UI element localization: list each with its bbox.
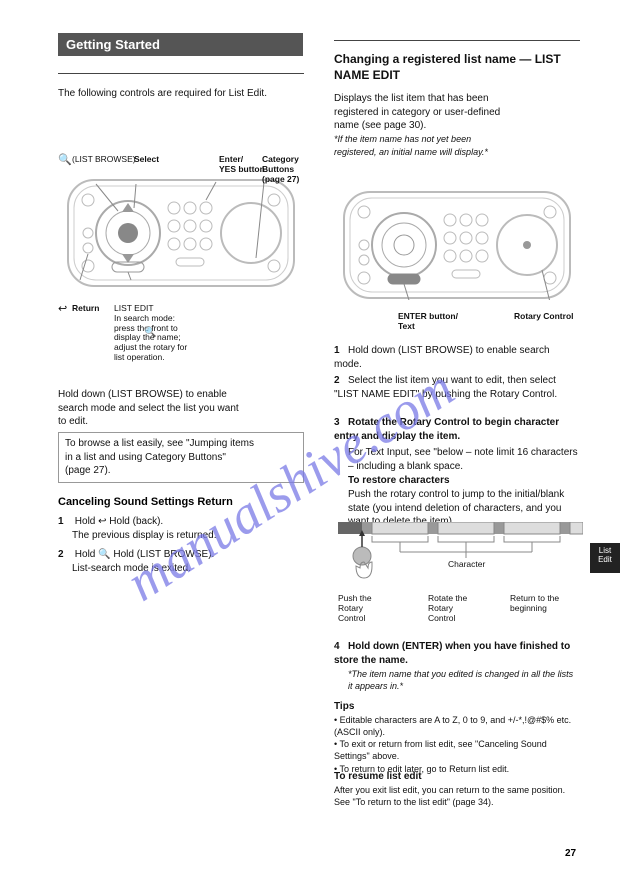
- rs1: Hold down (LIST BROWSE) to enable search…: [334, 345, 550, 370]
- cancel-step-1: 1 Hold ↩ Hold (back). The previous displ…: [58, 515, 304, 542]
- ri-0: Displays the list item that has been: [334, 93, 489, 104]
- resume-text: After you exit list edit, you can return…: [334, 784, 580, 808]
- tips-list: • Editable characters are A to Z, 0 to 9…: [334, 714, 580, 775]
- box-l2: in a list and using Category Buttons": [65, 452, 226, 463]
- resume-0: After you exit list edit, you can return…: [334, 785, 565, 795]
- step-r3-sub: For Text Input, see "below – note limit …: [348, 446, 580, 473]
- device-diagram-left: [66, 178, 296, 288]
- right-title: Changing a registered list name — LIST N…: [334, 52, 580, 83]
- diagram-note-right: Rotate the Rotary Control: [428, 594, 478, 623]
- paragraph-1: Hold down (LIST BROWSE) to enable search…: [58, 388, 304, 429]
- device-diagram-right: [342, 190, 572, 300]
- ri-3: *If the item name has not yet been: [334, 134, 471, 144]
- side-tab: List Edit: [590, 543, 620, 573]
- p1-l3: to edit.: [58, 416, 88, 427]
- search-icon: 🔍: [58, 153, 72, 166]
- step1b: The previous display is returned.: [72, 530, 217, 541]
- rs3: Rotate the Rotary Control to begin chara…: [334, 417, 559, 442]
- diagram-group-label: Character: [448, 560, 485, 570]
- rn1: 1: [334, 344, 348, 358]
- step-r2: 2Select the list item you want to edit, …: [334, 374, 580, 401]
- p1-l2: search mode and select the list you want: [58, 403, 239, 414]
- tip-0: Editable characters are A to Z, 0 to 9, …: [334, 715, 571, 737]
- section-header: Getting Started: [58, 33, 303, 56]
- rs4: Hold down (ENTER) when you have finished…: [334, 641, 570, 666]
- tip-1: To exit or return from list edit, see "C…: [334, 739, 547, 761]
- rule-right: [334, 40, 580, 41]
- step-num-1: 1: [58, 515, 72, 529]
- box-l1: To browse a list easily, see "Jumping it…: [65, 438, 254, 449]
- category-buttons-label: Category Buttons (page 27): [262, 155, 317, 184]
- step-r3: 3Rotate the Rotary Control to begin char…: [334, 416, 580, 443]
- list-edit-button-label: LIST EDIT In search mode: press the fron…: [114, 304, 204, 363]
- resume-1: See "To return to the list edit" (page 3…: [334, 797, 493, 807]
- ri-4: registered, an initial name will display…: [334, 147, 488, 157]
- box-l3: (page 27).: [65, 465, 111, 476]
- resume-heading: To resume list edit: [334, 770, 422, 784]
- ri-2: name (see page 30).: [334, 120, 426, 131]
- rs2: Select the list item you want to edit, t…: [334, 375, 557, 400]
- box-note: To browse a list easily, see "Jumping it…: [58, 432, 304, 483]
- step-r1: 1Hold down (LIST BROWSE) to enable searc…: [334, 344, 580, 371]
- step-num-2: 2: [58, 548, 72, 562]
- step1a: Hold ↩ Hold (back).: [75, 516, 163, 527]
- select-label: Select: [134, 155, 159, 165]
- diagram-note-left: Push the Rotary Control: [338, 594, 398, 623]
- cancel-step-2: 2 Hold 🔍 Hold (LIST BROWSE). List-search…: [58, 548, 304, 575]
- diagram-note-far: Return to the beginning: [510, 594, 580, 614]
- rn4: 4: [334, 640, 348, 654]
- return-icon: ↩: [58, 302, 67, 315]
- step2b: List-search mode is exited.: [72, 563, 191, 574]
- step2a: Hold 🔍 Hold (LIST BROWSE).: [75, 549, 215, 560]
- tips-heading: Tips: [334, 700, 354, 714]
- search-icon-label: (LIST BROWSE): [72, 155, 136, 165]
- rn2: 2: [334, 374, 348, 388]
- ri-1: registered in category or user-defined: [334, 107, 500, 118]
- cancel-sound-heading: Canceling Sound Settings Return: [58, 496, 304, 508]
- rotary-control-label: Rotary Control: [514, 312, 584, 322]
- return-label: Return: [72, 304, 99, 314]
- step-r4: 4Hold down (ENTER) when you have finishe…: [334, 640, 580, 667]
- right-intro: Displays the list item that has been reg…: [334, 92, 580, 160]
- enter-button-label-right: ENTER button/ Text: [398, 312, 478, 332]
- rule: [58, 73, 304, 74]
- page-number: 27: [565, 848, 576, 859]
- p1-l1: Hold down (LIST BROWSE) to enable: [58, 389, 227, 400]
- search-icon-inline: 🔍: [144, 326, 156, 340]
- rn3: 3: [334, 416, 348, 430]
- intro-text: The following controls are required for …: [58, 87, 304, 101]
- restore-subhead: To restore characters: [348, 474, 580, 488]
- step-r4-note: *The item name that you edited is change…: [348, 668, 580, 692]
